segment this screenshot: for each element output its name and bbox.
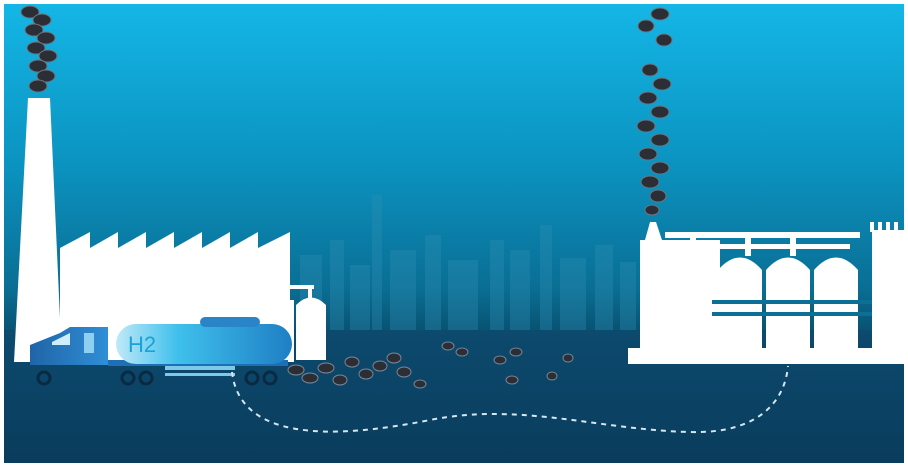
plant-chimney xyxy=(645,222,662,240)
pipeline-dashed-line xyxy=(231,365,789,434)
factory-right xyxy=(628,222,904,364)
tanker-label: H2 xyxy=(128,332,156,357)
factory-chimney xyxy=(14,98,62,362)
reactor-vessels xyxy=(718,257,858,364)
smoke-left xyxy=(20,5,58,93)
truck-wheels xyxy=(36,370,278,386)
storage-tank xyxy=(290,285,326,360)
smoke-right xyxy=(636,7,673,216)
hydrogen-truck: H2 xyxy=(30,317,292,386)
city-skyline xyxy=(300,195,636,330)
emission-particles xyxy=(287,341,574,389)
tanker-trailer xyxy=(116,324,292,364)
